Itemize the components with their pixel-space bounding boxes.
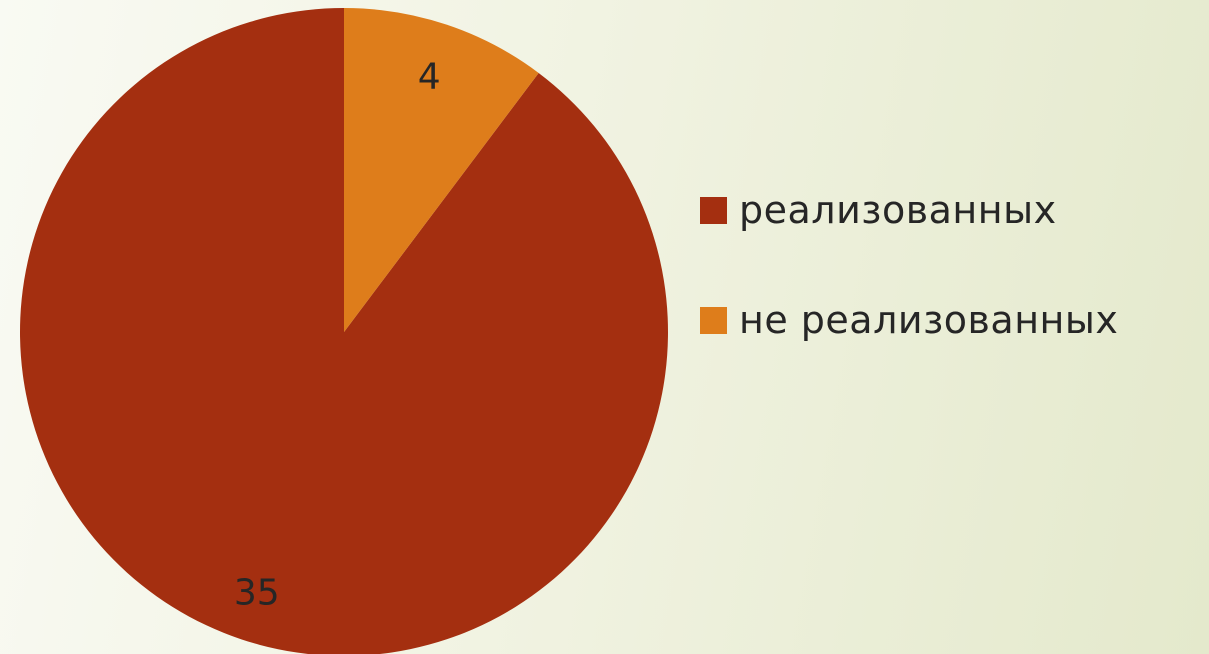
pie-slices [20,8,668,654]
legend-label-realized: реализованных [739,188,1057,232]
data-label-not-realized: 4 [418,56,441,97]
legend-swatch-not-realized [700,306,727,334]
pie-data-labels: 35 4 [234,56,441,613]
data-label-realized: 35 [234,573,280,614]
legend-swatch-realized [700,196,727,224]
legend-item-realized: реализованных [700,186,1200,234]
pie-slice-realized [20,8,668,654]
pie-slice-not-realized [344,8,539,332]
chart-legend: реализованных не реализованных [700,186,1200,406]
legend-item-not-realized: не реализованных [700,296,1200,344]
legend-label-not-realized: не реализованных [739,298,1119,342]
